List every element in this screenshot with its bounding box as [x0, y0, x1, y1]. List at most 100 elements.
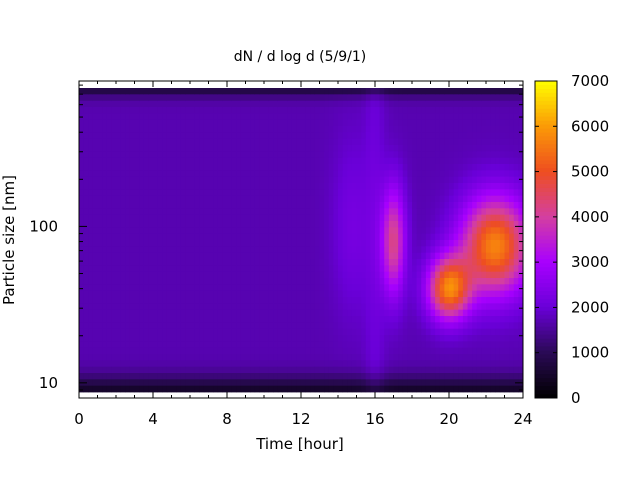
heat-cell: [245, 214, 251, 222]
heat-cell: [490, 214, 496, 222]
heat-cell: [291, 303, 297, 311]
heat-cell: [481, 189, 487, 197]
heat-cell: [430, 303, 436, 311]
heat-cell: [143, 233, 149, 241]
heat-cell: [129, 202, 135, 209]
heat-cell: [282, 138, 288, 146]
heat-cell: [453, 208, 459, 216]
heat-cell: [208, 278, 214, 285]
heat-cell: [148, 164, 154, 171]
heat-cell: [356, 328, 362, 336]
heat-cell: [402, 316, 408, 323]
heat-cell: [236, 278, 242, 285]
heat-cell: [106, 132, 112, 140]
heat-cell: [370, 138, 376, 146]
heat-cell: [143, 246, 149, 254]
heat-cell: [180, 297, 186, 304]
heat-cell: [361, 379, 367, 387]
heat-cell: [513, 145, 519, 152]
heat-cell: [116, 107, 122, 114]
heat-cell: [250, 145, 256, 152]
heat-cell: [162, 195, 168, 203]
heat-cell: [393, 164, 399, 171]
heat-cell: [356, 322, 362, 330]
heat-cell: [259, 240, 265, 247]
heat-cell: [222, 88, 228, 95]
heat-cell: [356, 189, 362, 197]
heat-cell: [416, 240, 422, 247]
heat-cell: [458, 107, 464, 114]
heat-cell: [384, 303, 390, 311]
heat-cell: [398, 214, 404, 222]
heat-cell: [134, 214, 140, 222]
heat-cell: [153, 119, 159, 127]
colorbar-segment: [535, 275, 557, 280]
heat-cell: [166, 170, 172, 178]
heat-cell: [324, 126, 330, 133]
heat-cell: [412, 214, 418, 222]
heat-cell: [102, 170, 108, 178]
heat-cell: [185, 107, 191, 114]
colorbar-segment: [535, 247, 557, 252]
heat-cell: [208, 202, 214, 209]
heat-cell: [495, 354, 501, 361]
heat-cell: [222, 360, 228, 368]
heat-cell: [351, 157, 357, 165]
heat-cell: [287, 145, 293, 152]
heat-cell: [370, 100, 376, 108]
heat-cell: [245, 240, 251, 247]
colorbar-segment: [535, 350, 557, 355]
heat-cell: [518, 373, 524, 380]
heat-cell: [430, 278, 436, 285]
heat-cell: [277, 164, 283, 171]
heat-cell: [393, 347, 399, 355]
heat-cell: [116, 385, 122, 393]
heat-cell: [467, 221, 473, 228]
heat-cell: [476, 341, 482, 349]
heat-cell: [148, 309, 154, 317]
heat-cell: [190, 119, 196, 127]
heat-cell: [481, 385, 487, 393]
heat-cell: [361, 252, 367, 260]
heat-cell: [227, 335, 233, 342]
heat-cell: [287, 341, 293, 349]
heat-cell: [166, 379, 172, 387]
heat-cell: [259, 107, 265, 114]
heat-cell: [481, 290, 487, 298]
heat-cell: [467, 100, 473, 108]
heat-cell: [384, 145, 390, 152]
heat-cell: [120, 138, 126, 146]
heat-cell: [347, 278, 353, 285]
heat-cell: [143, 214, 149, 222]
heat-cell: [240, 195, 246, 203]
heat-cell: [467, 88, 473, 95]
heat-cell: [301, 360, 307, 368]
heat-cell: [240, 252, 246, 260]
heat-cell: [199, 208, 205, 216]
heat-cell: [518, 157, 524, 165]
heat-cell: [102, 221, 108, 228]
heat-cell: [111, 189, 117, 197]
heat-cell: [116, 360, 122, 368]
heat-cell: [509, 284, 515, 292]
heat-cell: [444, 113, 450, 121]
heat-cell: [476, 335, 482, 342]
heat-cell: [310, 290, 316, 298]
heat-cell: [259, 328, 265, 336]
heat-cell: [458, 379, 464, 387]
heat-cell: [245, 151, 251, 159]
heat-cell: [490, 259, 496, 266]
heat-cell: [398, 88, 404, 95]
heat-cell: [129, 94, 135, 102]
heat-cell: [513, 132, 519, 140]
heat-cell: [351, 189, 357, 197]
heat-cell: [504, 316, 510, 323]
heat-cell: [416, 164, 422, 171]
heat-cell: [171, 151, 177, 159]
heat-cell: [213, 189, 219, 197]
heat-cell: [236, 271, 242, 279]
heat-cell: [314, 246, 320, 254]
heat-cell: [245, 265, 251, 273]
heat-cell: [296, 354, 302, 361]
heat-cell: [185, 88, 191, 95]
